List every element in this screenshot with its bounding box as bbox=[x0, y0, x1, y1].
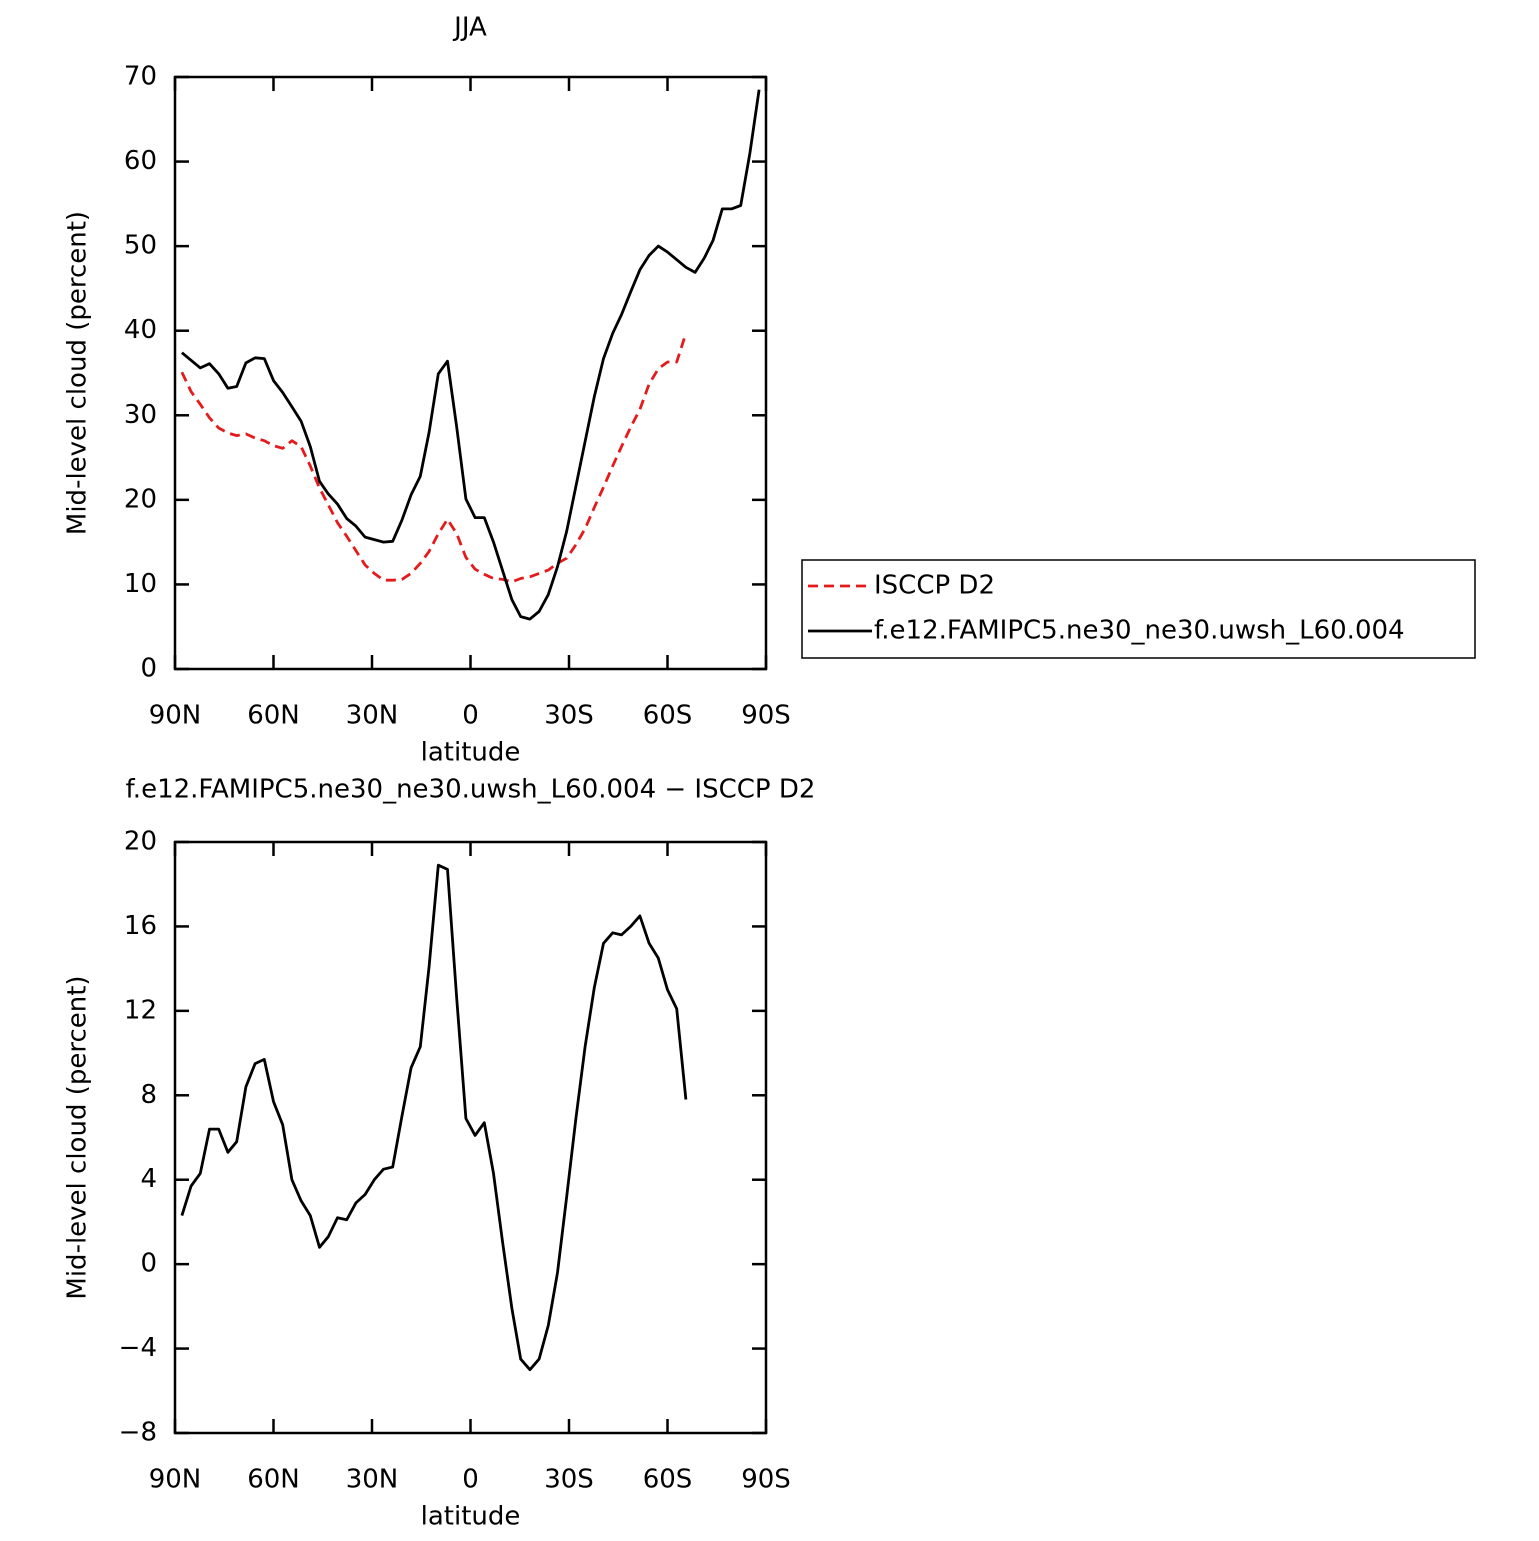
y-tick-label: 16 bbox=[124, 911, 157, 941]
x-tick-label: 90S bbox=[741, 701, 791, 731]
x-tick-label: 90N bbox=[149, 701, 202, 731]
y-tick-label: 70 bbox=[124, 62, 157, 92]
x-tick-label: 30S bbox=[544, 1465, 594, 1495]
y-tick-label: 60 bbox=[124, 146, 157, 176]
legend-label: f.e12.FAMIPC5.ne30_ne30.uwsh_L60.004 bbox=[874, 616, 1405, 646]
x-axis-label: latitude bbox=[421, 738, 521, 768]
y-tick-label: 0 bbox=[140, 654, 157, 684]
y-tick-label: 40 bbox=[124, 315, 157, 345]
legend-box bbox=[801, 559, 1476, 659]
data-line bbox=[181, 89, 761, 621]
y-tick-label: 10 bbox=[124, 569, 157, 599]
chart-title: f.e12.FAMIPC5.ne30_ne30.uwsh_L60.004 − I… bbox=[126, 775, 816, 805]
x-tick-label: 60N bbox=[247, 701, 300, 731]
y-tick-label: −8 bbox=[119, 1418, 157, 1448]
y-axis-label: Mid-level cloud (percent) bbox=[63, 211, 93, 535]
y-tick-label: 8 bbox=[140, 1080, 157, 1110]
y-tick-label: 12 bbox=[124, 995, 157, 1025]
x-tick-label: 90S bbox=[741, 1465, 791, 1495]
data-line bbox=[180, 863, 688, 1372]
x-tick-label: 30N bbox=[346, 1465, 399, 1495]
x-tick-label: 60S bbox=[643, 701, 693, 731]
x-tick-label: 90N bbox=[149, 1465, 202, 1495]
y-tick-label: 0 bbox=[140, 1249, 157, 1279]
y-tick-label: 20 bbox=[124, 484, 157, 514]
x-tick-label: 0 bbox=[462, 701, 479, 731]
x-tick-label: 0 bbox=[462, 1465, 479, 1495]
x-tick-label: 60N bbox=[247, 1465, 300, 1495]
chart-title: JJA bbox=[452, 13, 487, 43]
plot-frame bbox=[173, 75, 768, 671]
x-tick-label: 30N bbox=[346, 701, 399, 731]
plot-frame bbox=[173, 840, 768, 1435]
y-axis-label: Mid-level cloud (percent) bbox=[63, 975, 93, 1299]
y-tick-label: 4 bbox=[140, 1164, 157, 1194]
y-tick-label: −4 bbox=[119, 1333, 157, 1363]
data-line bbox=[180, 332, 688, 584]
y-tick-label: 20 bbox=[124, 827, 157, 857]
y-tick-label: 30 bbox=[124, 400, 157, 430]
x-axis-label: latitude bbox=[421, 1502, 521, 1532]
x-tick-label: 30S bbox=[544, 701, 594, 731]
legend-label: ISCCP D2 bbox=[874, 571, 995, 601]
x-tick-label: 60S bbox=[643, 1465, 693, 1495]
y-tick-label: 50 bbox=[124, 231, 157, 261]
